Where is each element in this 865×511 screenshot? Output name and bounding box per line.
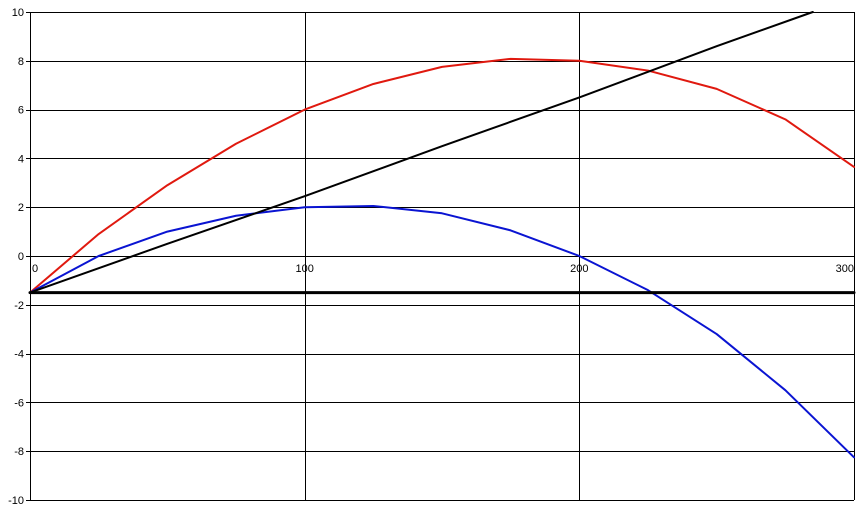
series-blue-curve (29, 204, 855, 459)
red-curve-point (166, 184, 168, 186)
red-curve-point (304, 109, 306, 111)
y-tick-label: 10 (12, 7, 24, 19)
x-tick-label: 300 (836, 263, 854, 275)
black-baseline-point (853, 292, 855, 294)
red-curve-point (853, 166, 855, 168)
y-tick-label: -4 (14, 349, 24, 361)
series-black-rising-line (29, 11, 814, 294)
red-curve-line (29, 57, 855, 294)
x-tick-label: 100 (295, 263, 313, 275)
black-baseline-point (29, 292, 31, 294)
tick-label-layer: 10 8 6 4 2 0 -2 -4 -6 -8 -10 0 100 200 300 (8, 7, 854, 507)
red-curve-point (510, 58, 512, 60)
y-tick-label: -2 (14, 300, 24, 312)
y-tick-label: -8 (14, 446, 24, 458)
blue-curve-point (441, 212, 443, 214)
red-curve-point (441, 66, 443, 68)
blue-curve-point (372, 205, 374, 207)
blue-curve-point (578, 255, 580, 257)
y-tick-label: 6 (18, 105, 24, 117)
series-layer (28, 11, 856, 459)
red-curve-point (372, 83, 374, 85)
blue-curve-point (304, 206, 306, 208)
black-rising-line-point (716, 45, 718, 47)
black-rising-line-point (166, 243, 168, 245)
axis-layer (26, 12, 854, 501)
blue-curve-line (29, 204, 855, 459)
black-rising-line-point (304, 195, 306, 197)
y-tick-label: -6 (14, 397, 24, 409)
blue-curve-point (166, 231, 168, 233)
black-rising-line-point (812, 11, 814, 13)
red-curve-point (98, 233, 100, 235)
black-rising-line-line (29, 11, 814, 294)
blue-curve-point (98, 255, 100, 257)
black-rising-line-point (578, 96, 580, 98)
red-curve-point (235, 143, 237, 145)
series-black-baseline (28, 291, 856, 295)
blue-curve-point (716, 333, 718, 335)
blue-curve-point (647, 289, 649, 291)
y-tick-label: -10 (8, 495, 24, 507)
blue-curve-point (235, 215, 237, 217)
x-tick-label: 200 (570, 263, 588, 275)
blue-curve-point (510, 229, 512, 231)
red-curve-point (716, 88, 718, 90)
y-tick-label: 2 (18, 202, 24, 214)
y-tick-label: 4 (18, 153, 24, 165)
series-red-curve (29, 57, 855, 294)
red-curve-point (784, 118, 786, 120)
blue-curve-point (784, 389, 786, 391)
y-tick-label: 0 (18, 251, 24, 263)
y-tick-label: 8 (18, 56, 24, 68)
blue-curve-point (853, 456, 855, 458)
black-rising-line-point (441, 145, 443, 147)
red-curve-point (578, 60, 580, 62)
x-tick-label: 0 (32, 263, 38, 275)
